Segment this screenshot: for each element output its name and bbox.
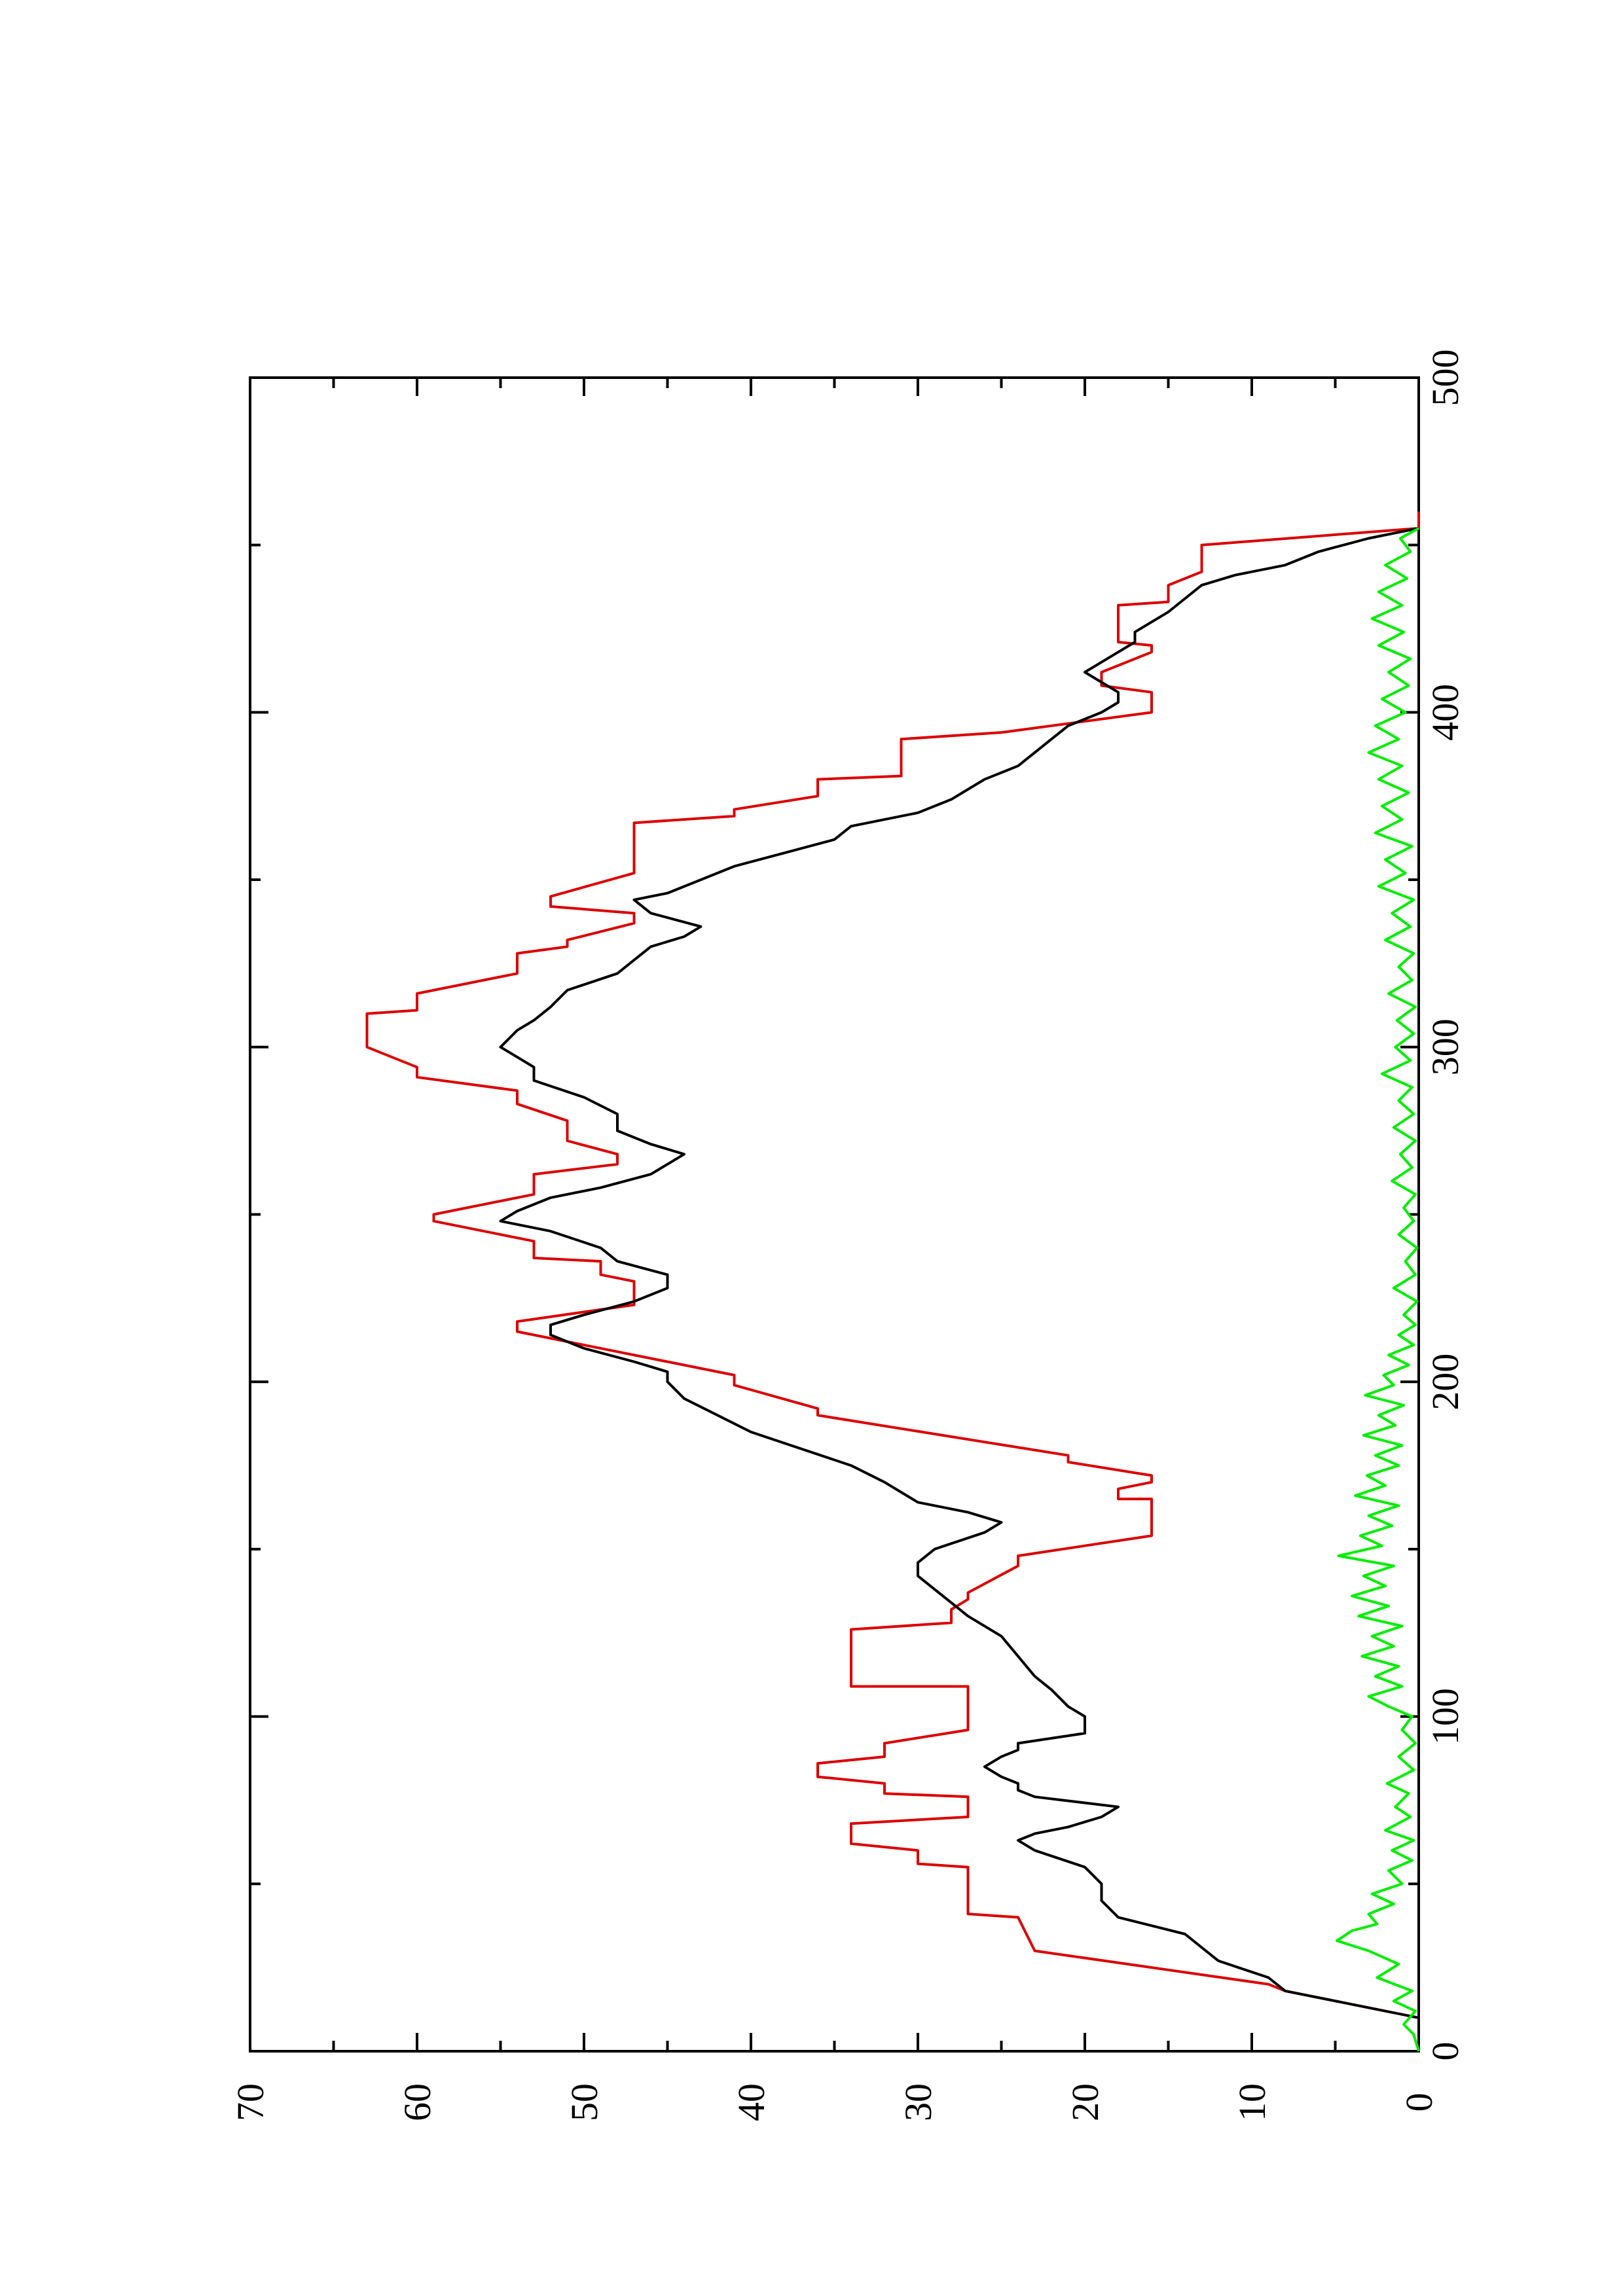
series-line-1 [365,511,1420,2051]
x-tick-label: 0 [1424,2042,1467,2061]
y-tick-label: 10 [1231,2083,1273,2121]
y-tick-label: 70 [229,2083,272,2121]
x-tick-label: 500 [1424,350,1467,406]
x-tick-label: 200 [1424,1354,1467,1410]
axis-tick-labels: 0 100 200 300 400 500 0 10 20 30 40 50 60 70 [229,350,1467,2122]
y-tick-label: 60 [396,2083,439,2121]
x-tick-label: 100 [1424,1688,1467,1745]
y-tick-label: 30 [897,2083,939,2121]
series-line-2 [499,527,1420,2051]
y-tick-label: 50 [563,2083,606,2121]
y-tick-label: 40 [730,2083,773,2121]
series-layer [365,511,1420,2052]
series-line-3 [1336,527,1420,2052]
y-tick-label: 0 [1398,2093,1440,2112]
axis-ticks [249,376,1420,2053]
y-tick-label: 20 [1064,2083,1106,2121]
x-tick-label: 400 [1424,684,1467,741]
x-tick-label: 300 [1424,1018,1467,1075]
plot-frame [249,376,1420,2053]
